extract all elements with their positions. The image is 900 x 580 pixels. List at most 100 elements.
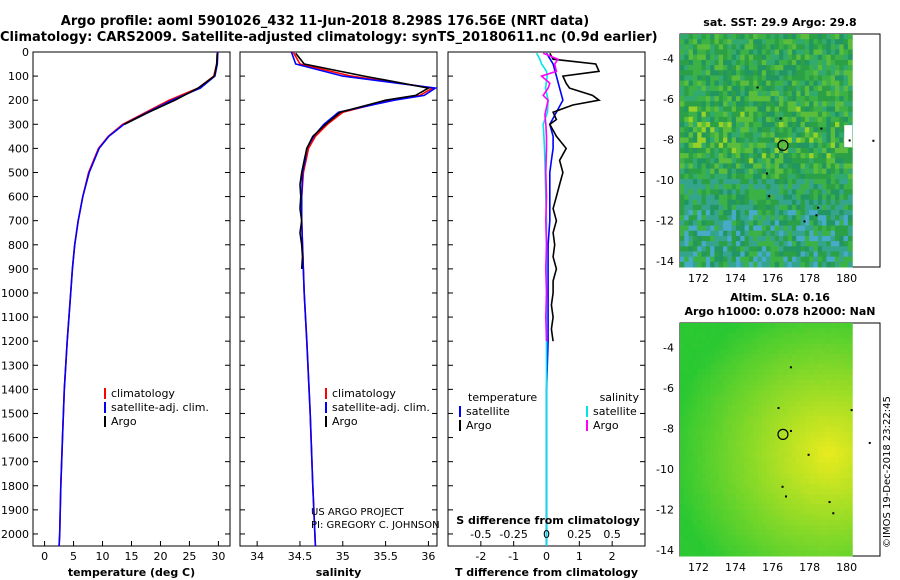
map-cell [774,405,780,412]
map-cell [839,462,845,469]
map-cell [787,514,793,521]
map-cell [701,220,707,227]
map-cell [692,364,698,371]
map-cell [735,374,741,381]
map-cell [809,178,814,185]
map-cell [800,483,806,490]
map-cell [787,80,793,87]
map-cell [766,343,771,350]
map-cell [727,338,733,345]
map-cell [774,246,780,252]
map-cell [684,65,690,71]
map-cell [757,106,763,113]
map-cell [813,545,819,552]
map-cell [735,194,741,201]
map-cell [748,493,754,500]
map-cell [731,504,737,510]
map-cell [757,168,763,175]
map-cell [684,184,690,190]
map-cell [809,153,814,159]
map-cell [748,189,754,196]
map-cell [701,147,707,154]
map-cell [753,49,758,56]
map-cell [731,359,737,365]
map-cell [817,210,823,216]
map-cell [779,509,784,516]
map-cell [839,44,845,51]
map-cell [800,153,806,159]
map-cell [727,158,733,164]
map-cell [813,132,819,139]
map-cell [779,328,784,334]
map-cell [723,137,728,144]
map-cell [710,44,715,51]
map-cell [714,261,720,268]
map-cell [822,59,827,66]
map-cell [723,158,728,164]
map-cell [684,374,690,381]
map-cell [847,447,853,453]
map-cell [714,168,720,175]
map-cell [847,421,853,428]
map-cell [688,436,694,443]
map-cell [783,215,789,221]
map-cell [787,256,793,263]
map-cell [684,493,690,500]
map-cell [835,70,840,76]
map-cell [697,457,703,464]
map-cell [809,369,814,376]
map-cell [727,261,733,268]
map-cell [748,369,754,376]
map-cell [779,540,784,547]
map-cell [800,504,806,510]
map-cell [791,431,797,438]
map-cell [714,550,720,557]
map-cell [770,473,776,479]
title-line-1: Argo profile: aoml 5901026_432 11-Jun-20… [60,14,590,29]
map-cell [680,478,685,485]
map-cell [822,204,827,211]
map-cell [770,122,776,128]
map-cell [843,163,849,170]
map-cell [779,246,784,252]
map-cell [684,364,690,371]
map-cell [710,132,715,139]
map-cell [830,400,836,407]
map-cell [817,168,823,175]
map-cell [817,333,823,340]
map-cell [800,65,806,71]
map-cell [718,323,724,329]
map-cell [697,478,703,485]
map-cell [705,436,711,443]
map-cell [705,514,711,521]
map-cell [688,504,694,510]
map-cell [800,70,806,76]
map-cell [770,519,776,526]
map-cell [787,220,793,227]
map-cell [770,142,776,149]
map-cell [835,488,840,495]
map-cell [809,354,814,360]
map-cell [796,142,802,149]
map-cell [714,122,720,128]
map-cell [817,189,823,196]
map-cell [766,39,771,45]
map-cell [817,364,823,371]
map-cell [740,390,746,396]
map-cell [809,142,814,149]
map-cell [723,251,728,258]
map-cell [835,39,840,45]
map-cell [774,400,780,407]
map-cell [757,478,763,485]
map-cell [813,163,819,170]
map-cell [680,204,685,211]
map-cell [688,225,694,232]
map-cell [774,54,780,61]
map-cell [688,535,694,541]
map-cell [809,168,814,175]
map-cell [748,379,754,386]
map-cell [822,519,827,526]
map-cell [761,49,767,56]
map-cell [783,338,789,345]
map-cell [680,96,685,102]
